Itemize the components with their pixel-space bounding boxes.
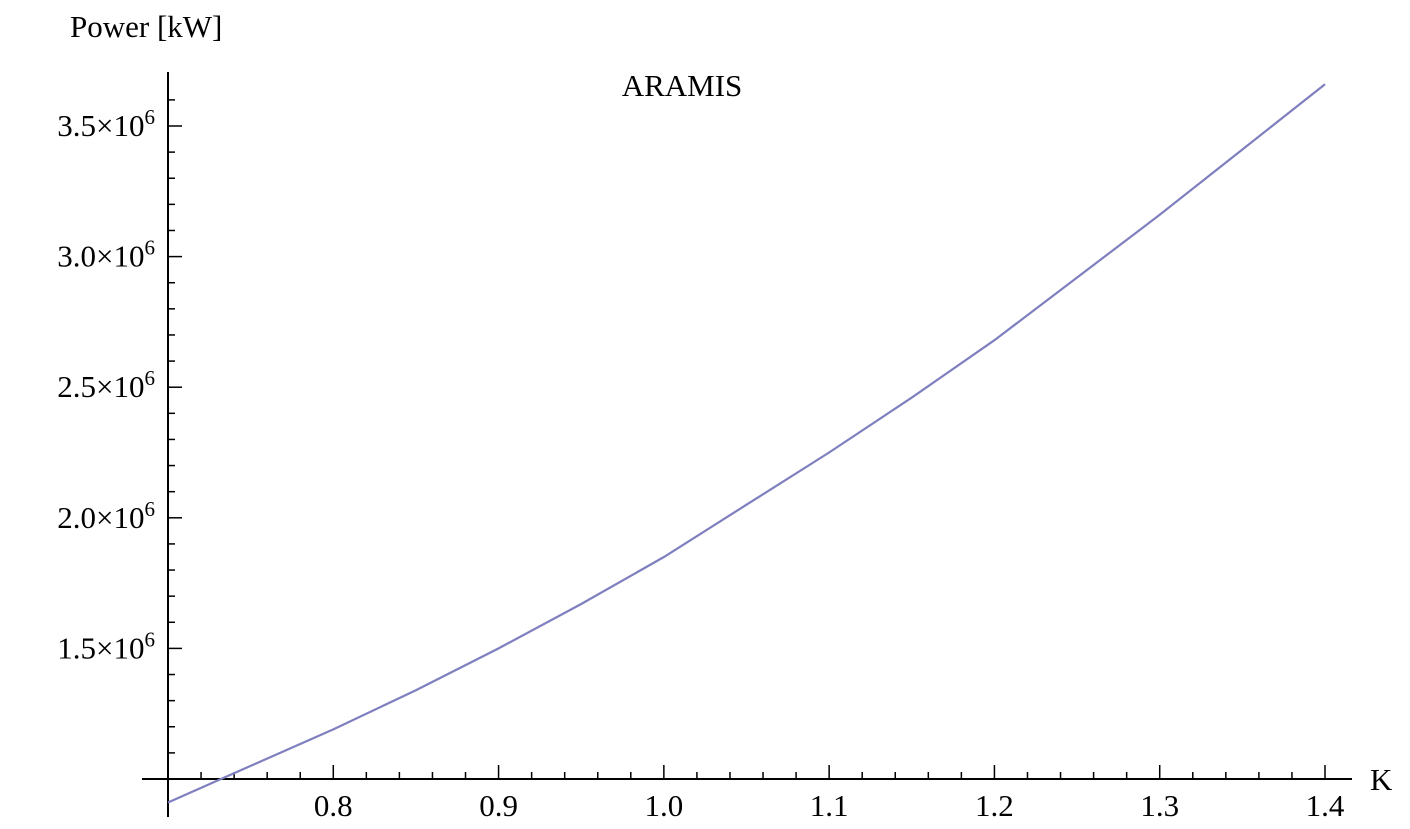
x-axis-title: K [1370,762,1393,797]
x-tick-label: 1.4 [1306,788,1345,823]
y-minor-ticks [168,99,175,754]
y-tick-label: 2.5×106 [57,366,155,404]
x-tick-label: 1.3 [1140,788,1179,823]
x-tick-label: 1.0 [644,788,683,823]
y-tick-label: 1.5×106 [57,627,155,665]
series-line [167,83,1326,804]
y-tick-label: 3.0×106 [57,236,155,274]
y-tick-label: 2.0×106 [57,497,155,535]
x-tick-label: 1.2 [975,788,1014,823]
y-axis-title: Power [kW] [70,9,222,44]
y-ticks: 1.5×106 2.0×106 2.5×106 3.0×106 3.5×106 [57,105,182,665]
x-tick-label: 0.9 [479,788,518,823]
x-tick-label: 0.8 [314,788,353,823]
x-ticks: 0.8 0.9 1.0 1.1 1.2 1.3 1.4 [314,765,1345,823]
y-tick-label: 3.5×106 [57,105,155,143]
plot-title: ARAMIS [622,68,743,103]
x-minor-ticks [200,772,1293,779]
x-tick-label: 1.1 [810,788,849,823]
